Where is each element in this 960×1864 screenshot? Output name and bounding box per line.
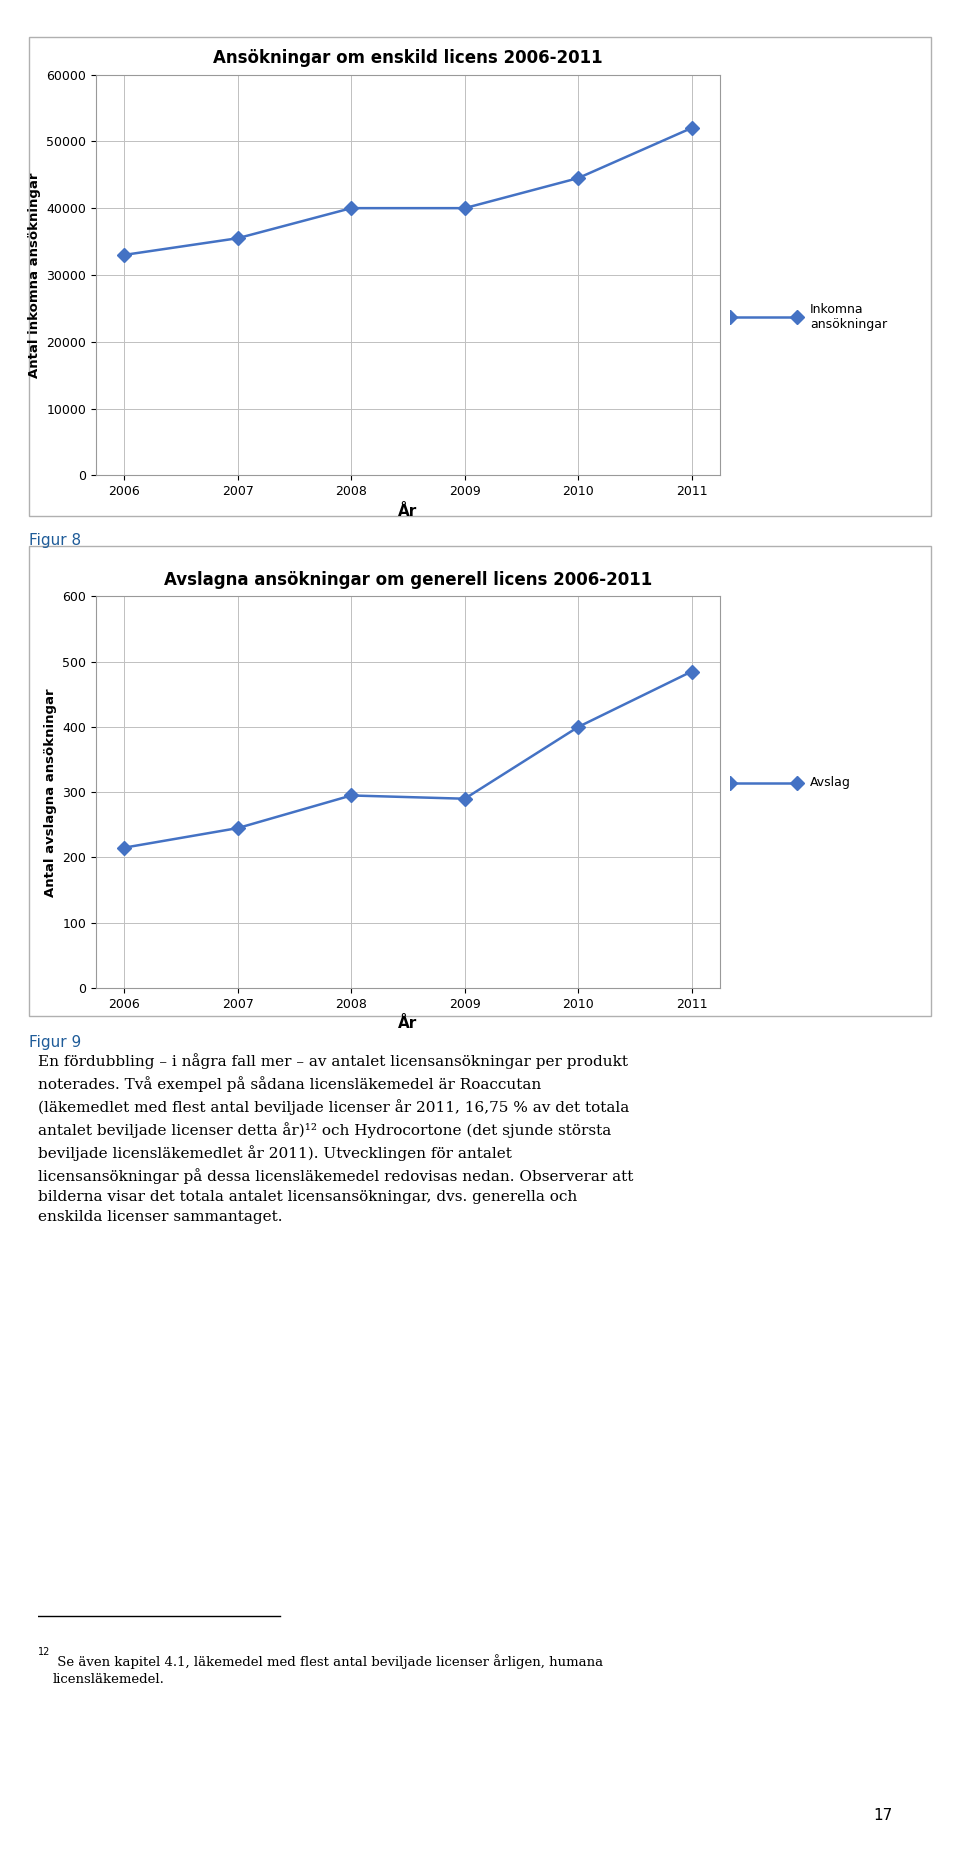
Text: 17: 17 xyxy=(874,1808,893,1823)
Point xyxy=(724,306,735,328)
Y-axis label: Antal inkomna ansökningar: Antal inkomna ansökningar xyxy=(28,171,40,378)
Line: 2 pts: 2 pts xyxy=(725,311,802,322)
Title: Ansökningar om enskild licens 2006-2011: Ansökningar om enskild licens 2006-2011 xyxy=(213,50,603,67)
Point xyxy=(791,772,803,794)
Y-axis label: Antal avslagna ansökningar: Antal avslagna ansökningar xyxy=(44,688,57,897)
Text: Avslag: Avslag xyxy=(810,777,852,788)
Text: Figur 8: Figur 8 xyxy=(29,533,81,548)
Text: En fördubbling – i några fall mer – av antalet licensansökningar per produkt
not: En fördubbling – i några fall mer – av a… xyxy=(38,1053,634,1225)
Text: Inkomna
ansökningar: Inkomna ansökningar xyxy=(810,302,887,332)
Point xyxy=(724,772,735,794)
X-axis label: År: År xyxy=(398,1016,418,1031)
Title: Avslagna ansökningar om generell licens 2006-2011: Avslagna ansökningar om generell licens … xyxy=(164,572,652,589)
Line: 2 pts: 2 pts xyxy=(725,777,802,788)
Text: 12: 12 xyxy=(38,1648,51,1657)
Text: Figur 9: Figur 9 xyxy=(29,1035,81,1049)
Text: Se även kapitel 4.1, läkemedel med flest antal beviljade licenser årligen, human: Se även kapitel 4.1, läkemedel med flest… xyxy=(53,1653,603,1685)
X-axis label: År: År xyxy=(398,503,418,518)
Point xyxy=(791,306,803,328)
